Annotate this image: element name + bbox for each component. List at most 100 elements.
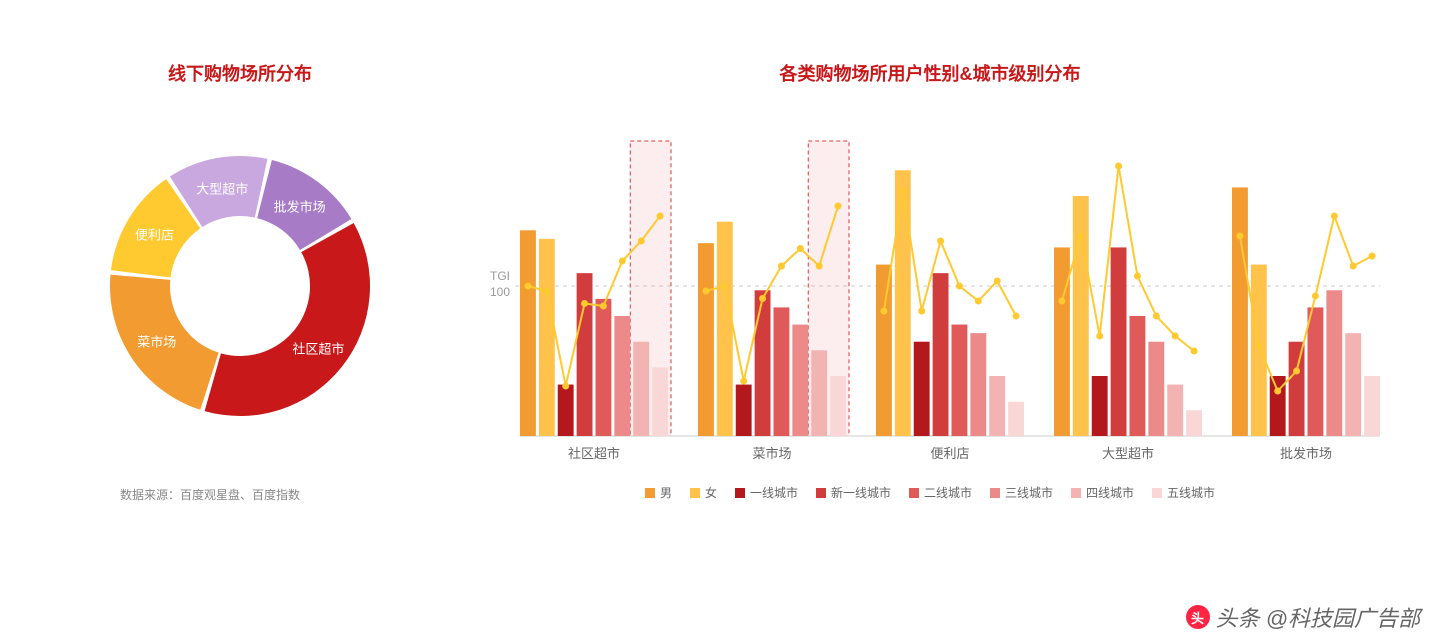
tgi-marker	[1153, 313, 1160, 320]
bar	[1251, 265, 1267, 436]
bar	[1167, 385, 1183, 436]
tgi-marker	[1293, 368, 1300, 375]
bar	[1289, 342, 1305, 436]
bar	[952, 325, 968, 436]
legend-item: 新一线城市	[816, 484, 891, 501]
legend-label: 五线城市	[1167, 484, 1215, 501]
legend-label: 四线城市	[1086, 484, 1134, 501]
tgi-marker	[1331, 213, 1338, 220]
barline-chart: TGI 100 社区超市 菜市场 便利店 大型超市 批发市场	[470, 116, 1390, 476]
bar	[1364, 376, 1380, 436]
tgi-marker	[524, 283, 531, 290]
bar	[614, 316, 630, 436]
tgi-marker	[638, 238, 645, 245]
legend-swatch-icon	[990, 488, 1000, 498]
tgi-marker	[759, 295, 766, 302]
legend-item: 一线城市	[735, 484, 798, 501]
tgi-marker	[1312, 293, 1319, 300]
tgi-marker	[778, 263, 785, 270]
legend-item: 女	[690, 484, 717, 501]
watermark: 头 头条 @科技园广告部	[1186, 601, 1420, 633]
bar	[989, 376, 1005, 436]
donut-slice-label: 大型超市	[196, 178, 248, 197]
watermark-logo-icon: 头	[1186, 605, 1210, 629]
category-label: 菜市场	[752, 446, 791, 461]
bar	[736, 385, 752, 436]
barline-title: 各类购物场所用户性别&城市级别分布	[780, 60, 1081, 86]
bar	[1326, 290, 1342, 436]
legend-label: 二线城市	[924, 484, 972, 501]
tgi-marker	[1274, 388, 1281, 395]
tgi-marker	[619, 258, 626, 265]
tgi-marker	[1236, 233, 1243, 240]
bar	[830, 376, 846, 436]
bar	[1130, 316, 1146, 436]
donut-title: 线下购物场所分布	[168, 60, 312, 86]
bar	[633, 342, 649, 436]
tgi-label-value: 100	[490, 285, 510, 299]
bar	[1073, 196, 1089, 436]
tgi-marker	[835, 203, 842, 210]
tgi-marker	[1058, 298, 1065, 305]
legend-item: 五线城市	[1152, 484, 1215, 501]
bar	[577, 273, 593, 436]
legend-label: 男	[660, 484, 672, 501]
legend-label: 女	[705, 484, 717, 501]
tgi-marker	[1255, 343, 1262, 350]
legend-item: 三线城市	[990, 484, 1053, 501]
bar	[1111, 247, 1127, 436]
bar	[792, 325, 808, 436]
tgi-marker	[937, 238, 944, 245]
donut-slice-label: 菜市场	[137, 332, 176, 351]
legend-swatch-icon	[690, 488, 700, 498]
tgi-marker	[1369, 253, 1376, 260]
bar	[596, 299, 612, 436]
tgi-marker	[657, 213, 664, 220]
tgi-marker	[1350, 263, 1357, 270]
category-label: 大型超市	[1102, 446, 1154, 461]
donut-slice-label: 批发市场	[274, 196, 326, 215]
bar	[1148, 342, 1164, 436]
bar	[1008, 402, 1024, 436]
category-label: 批发市场	[1280, 446, 1332, 461]
legend-swatch-icon	[816, 488, 826, 498]
category-label: 社区超市	[568, 446, 620, 461]
tgi-marker	[702, 288, 709, 295]
legend-swatch-icon	[909, 488, 919, 498]
tgi-marker	[581, 300, 588, 307]
bar	[895, 170, 911, 436]
legend-swatch-icon	[735, 488, 745, 498]
category-label: 便利店	[930, 446, 969, 461]
tgi-marker	[899, 188, 906, 195]
tgi-marker	[918, 308, 925, 315]
legend-item: 二线城市	[909, 484, 972, 501]
tgi-label: TGI	[490, 269, 510, 283]
tgi-marker	[956, 283, 963, 290]
tgi-marker	[797, 245, 804, 252]
donut-chart: 社区超市菜市场便利店大型超市批发市场	[100, 146, 380, 426]
tgi-marker	[721, 283, 728, 290]
watermark-text: 头条 @科技园广告部	[1216, 601, 1420, 633]
bar	[1232, 187, 1248, 436]
bar	[539, 239, 555, 436]
bar	[1054, 247, 1070, 436]
bar	[652, 367, 668, 436]
bar	[933, 273, 949, 436]
bar	[914, 342, 930, 436]
bar	[1092, 376, 1108, 436]
tgi-marker	[975, 298, 982, 305]
barline-legend: 男 女 一线城市 新一线城市 二线城市 三线城市 四线城市 五线城市	[645, 484, 1215, 501]
tgi-marker	[1172, 333, 1179, 340]
bar	[1186, 410, 1202, 436]
bar	[1308, 307, 1324, 436]
tgi-marker	[600, 303, 607, 310]
tgi-marker	[1115, 163, 1122, 170]
tgi-marker	[543, 288, 550, 295]
tgi-marker	[880, 308, 887, 315]
bar	[558, 385, 574, 436]
bar	[970, 333, 986, 436]
tgi-marker	[1134, 273, 1141, 280]
tgi-marker	[816, 263, 823, 270]
tgi-marker	[994, 278, 1001, 285]
bar	[520, 230, 536, 436]
